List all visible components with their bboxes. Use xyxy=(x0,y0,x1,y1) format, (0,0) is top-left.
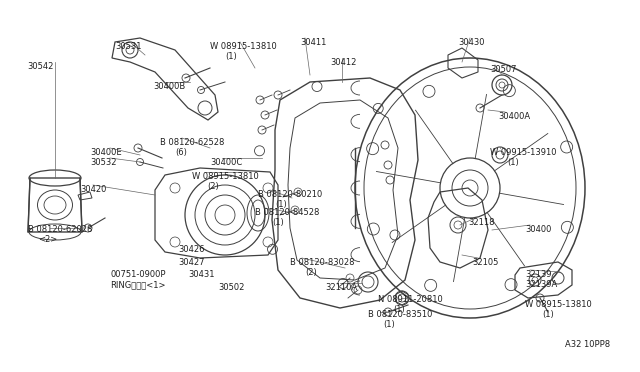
Text: <2>: <2> xyxy=(38,235,57,244)
Text: B 08120-83510: B 08120-83510 xyxy=(368,310,433,319)
Text: 30507: 30507 xyxy=(490,65,516,74)
Text: 30427: 30427 xyxy=(178,258,205,267)
Text: A32 10PP8: A32 10PP8 xyxy=(565,340,610,349)
Text: 32139A: 32139A xyxy=(525,280,557,289)
Text: 30426: 30426 xyxy=(178,245,205,254)
Text: (1): (1) xyxy=(507,158,519,167)
Text: B 08120-80210: B 08120-80210 xyxy=(258,190,323,199)
Text: 30430: 30430 xyxy=(458,38,484,47)
Text: 30412: 30412 xyxy=(330,58,356,67)
Text: 30400: 30400 xyxy=(525,225,552,234)
Text: B 08120-83028: B 08120-83028 xyxy=(290,258,355,267)
Text: 30400A: 30400A xyxy=(498,112,530,121)
Text: (1): (1) xyxy=(272,218,284,227)
Text: (2): (2) xyxy=(305,268,317,277)
Text: 30532: 30532 xyxy=(90,158,116,167)
Text: N 08911-20810: N 08911-20810 xyxy=(378,295,443,304)
Text: 32110A: 32110A xyxy=(325,283,357,292)
Text: 00751-0900P: 00751-0900P xyxy=(110,270,166,279)
Text: B 08120-62028: B 08120-62028 xyxy=(28,225,92,234)
Text: 30531: 30531 xyxy=(115,42,141,51)
Text: B 08120-84528: B 08120-84528 xyxy=(255,208,319,217)
Text: 30542: 30542 xyxy=(27,62,53,71)
Text: 30502: 30502 xyxy=(218,283,244,292)
Text: (1): (1) xyxy=(393,305,404,314)
Text: 32105: 32105 xyxy=(472,258,499,267)
Text: 30411: 30411 xyxy=(300,38,326,47)
Text: 30400E: 30400E xyxy=(90,148,122,157)
Text: (1): (1) xyxy=(225,52,237,61)
Text: W 08915-13810: W 08915-13810 xyxy=(525,300,592,309)
Text: W 08915-13810: W 08915-13810 xyxy=(192,172,259,181)
Text: 30400C: 30400C xyxy=(210,158,243,167)
Text: 32139: 32139 xyxy=(525,270,552,279)
Text: (2): (2) xyxy=(207,182,219,191)
Text: (6): (6) xyxy=(175,148,187,157)
Text: W 08915-13810: W 08915-13810 xyxy=(210,42,276,51)
Text: (1): (1) xyxy=(542,310,554,319)
Text: 30420: 30420 xyxy=(80,185,106,194)
Text: RINGリング<1>: RINGリング<1> xyxy=(110,280,166,289)
Text: B 08120-62528: B 08120-62528 xyxy=(160,138,225,147)
Text: 30400B: 30400B xyxy=(153,82,185,91)
Text: 30431: 30431 xyxy=(188,270,214,279)
Text: W 09915-13910: W 09915-13910 xyxy=(490,148,557,157)
Text: (1): (1) xyxy=(383,320,395,329)
Text: (1): (1) xyxy=(275,200,287,209)
Text: 32118: 32118 xyxy=(468,218,495,227)
